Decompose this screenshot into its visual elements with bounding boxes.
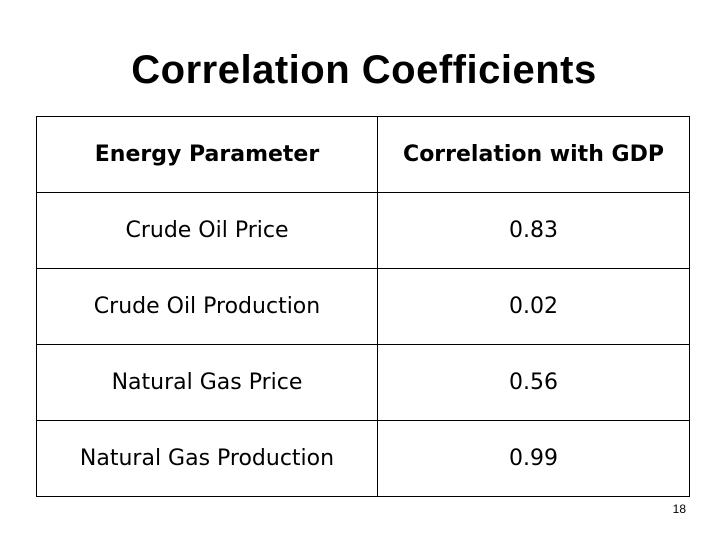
cell-parameter: Natural Gas Production: [36, 420, 378, 497]
cell-parameter: Natural Gas Price: [36, 344, 378, 421]
slide-title: Correlation Coefficients: [131, 48, 597, 92]
table-header-row: Energy Parameter Correlation with GDP: [36, 116, 690, 193]
cell-parameter: Crude Oil Price: [36, 192, 378, 269]
cell-correlation: 0.02: [377, 268, 690, 345]
correlation-table: Energy Parameter Correlation with GDP Cr…: [36, 116, 690, 497]
header-energy-parameter: Energy Parameter: [36, 116, 378, 193]
table-row: Crude Oil Production 0.02: [36, 268, 690, 345]
cell-correlation: 0.83: [377, 192, 690, 269]
table-row: Natural Gas Price 0.56: [36, 344, 690, 421]
cell-parameter: Crude Oil Production: [36, 268, 378, 345]
header-correlation-with-gdp: Correlation with GDP: [377, 116, 690, 193]
cell-correlation: 0.99: [377, 420, 690, 497]
table-row: Crude Oil Price 0.83: [36, 192, 690, 269]
cell-correlation: 0.56: [377, 344, 690, 421]
table-row: Natural Gas Production 0.99: [36, 420, 690, 497]
page-number: 18: [672, 502, 686, 516]
